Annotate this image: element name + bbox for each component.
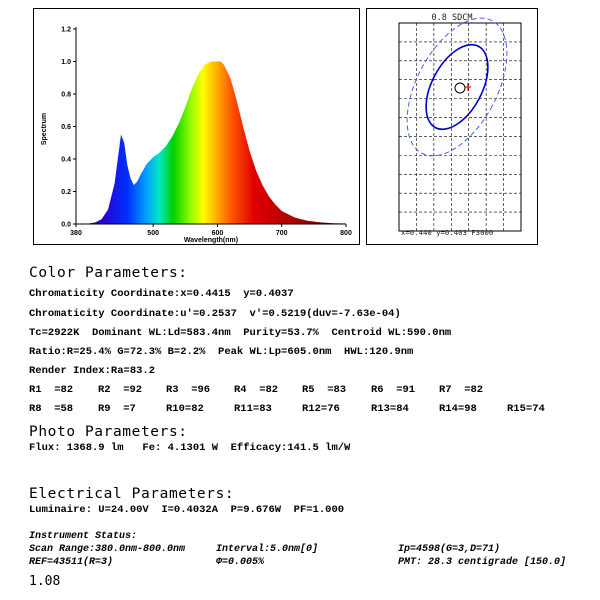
render-index-r5: R5 =83	[302, 384, 347, 396]
x-tick-layer: 380 500 600 700 800	[70, 224, 352, 237]
render-index-r3: R3 =96	[166, 384, 211, 396]
render-index-r11: R11=83	[234, 403, 272, 415]
render-index-r8: R8 =58	[29, 403, 74, 415]
y-axis-label: Spectrum	[41, 113, 48, 145]
instrument-status-label: Instrument Status:	[29, 531, 138, 542]
y-tick-label: 0.2	[61, 189, 71, 196]
render-index-r15: R15=74	[507, 403, 545, 415]
sdcm-chart: 0.8 SDCM x=0.440 y=0.403 F3000	[398, 13, 522, 237]
chromaticity-uv-line: Chromaticity Coordinate:u'=0.2537 v'=0.5…	[29, 308, 401, 320]
ref-value: REF=43511(R=3)	[29, 557, 114, 568]
x-tick-label: 600	[212, 230, 224, 237]
luminaire-line: Luminaire: U=24.00V I=0.4032A P=9.676W P…	[29, 504, 345, 516]
x-tick-label: 700	[276, 230, 288, 237]
x-tick-label: 380	[70, 230, 82, 237]
render-index-r6: R6 =91	[371, 384, 416, 396]
photo-params-heading: Photo Parameters:	[29, 424, 188, 440]
y-tick-label: 1.2	[61, 27, 71, 34]
ip-value: Ip=4598(G=3,D=71)	[398, 544, 501, 555]
y-tick-label: 0.6	[61, 124, 71, 131]
interval: Interval:5.0nm[0]	[216, 544, 319, 555]
render-index-r2: R2 =92	[98, 384, 143, 396]
phi-value: Φ=0.005%	[216, 557, 265, 568]
spectrum-chart-panel: 380 500 600 700 800 0.0 0.2 0.4 0.6 0.8 1.0 1.2 Wa…	[33, 8, 360, 245]
render-index-line: Render Index:Ra=83.2	[29, 365, 156, 377]
electrical-params-heading: Electrical Parameters:	[29, 486, 235, 502]
sdcm-grid	[399, 23, 521, 231]
scan-range: Scan Range:380.0nm-800.0nm	[29, 544, 186, 555]
render-index-r4: R4 =82	[234, 384, 279, 396]
y-tick-layer: 0.0 0.2 0.4 0.6 0.8 1.0 1.2	[61, 27, 76, 229]
sdcm-chart-panel: 0.8 SDCM x=0.440 y=0.403 F3000	[366, 8, 538, 245]
version-label: 1.08	[29, 574, 61, 589]
y-tick-label: 0.8	[61, 92, 71, 99]
sdcm-title: 0.8 SDCM	[432, 13, 473, 23]
x-tick-label: 500	[147, 230, 159, 237]
render-index-r7: R7 =82	[439, 384, 484, 396]
render-index-r14: R14=98	[439, 403, 477, 415]
spectrum-area	[88, 61, 347, 224]
render-index-r13: R13=84	[371, 403, 409, 415]
y-tick-label: 0.0	[61, 222, 71, 229]
render-index-r10: R10=82	[166, 403, 204, 415]
sdcm-plot-frame	[398, 22, 522, 232]
y-tick-label: 1.0	[61, 59, 71, 66]
y-tick-label: 0.4	[61, 157, 71, 164]
sdcm-footer: x=0.440 y=0.403 F3000	[401, 228, 493, 237]
render-index-r9: R9 =7	[98, 403, 136, 415]
chromaticity-xy-line: Chromaticity Coordinate:x=0.4415 y=0.403…	[29, 288, 294, 300]
sdcm-inner-ellipse	[425, 43, 489, 131]
pmt-value: PMT: 28.3 centigrade [150.0]	[398, 557, 567, 568]
color-params-heading: Color Parameters:	[29, 265, 188, 281]
spectrum-chart: 380 500 600 700 800 0.0 0.2 0.4 0.6 0.8 1.0 1.2 Wa…	[41, 27, 352, 245]
tc-dominant-line: Tc=2922K Dominant WL:Ld=583.4nm Purity=5…	[29, 327, 452, 339]
x-axis-label: Wavelength(nm)	[184, 237, 238, 244]
flux-line: Flux: 1368.9 lm Fe: 4.1301 W Efficacy:14…	[29, 442, 351, 454]
sdcm-outer-ellipse	[406, 17, 508, 157]
render-index-r1: R1 =82	[29, 384, 74, 396]
sdcm-target-circle	[454, 82, 466, 94]
x-tick-label: 800	[340, 230, 352, 237]
spectrum-area-layer	[88, 61, 347, 224]
render-index-r12: R12=76	[302, 403, 340, 415]
ratio-peak-line: Ratio:R=25.4% G=72.3% B=2.2% Peak WL:Lp=…	[29, 346, 414, 358]
